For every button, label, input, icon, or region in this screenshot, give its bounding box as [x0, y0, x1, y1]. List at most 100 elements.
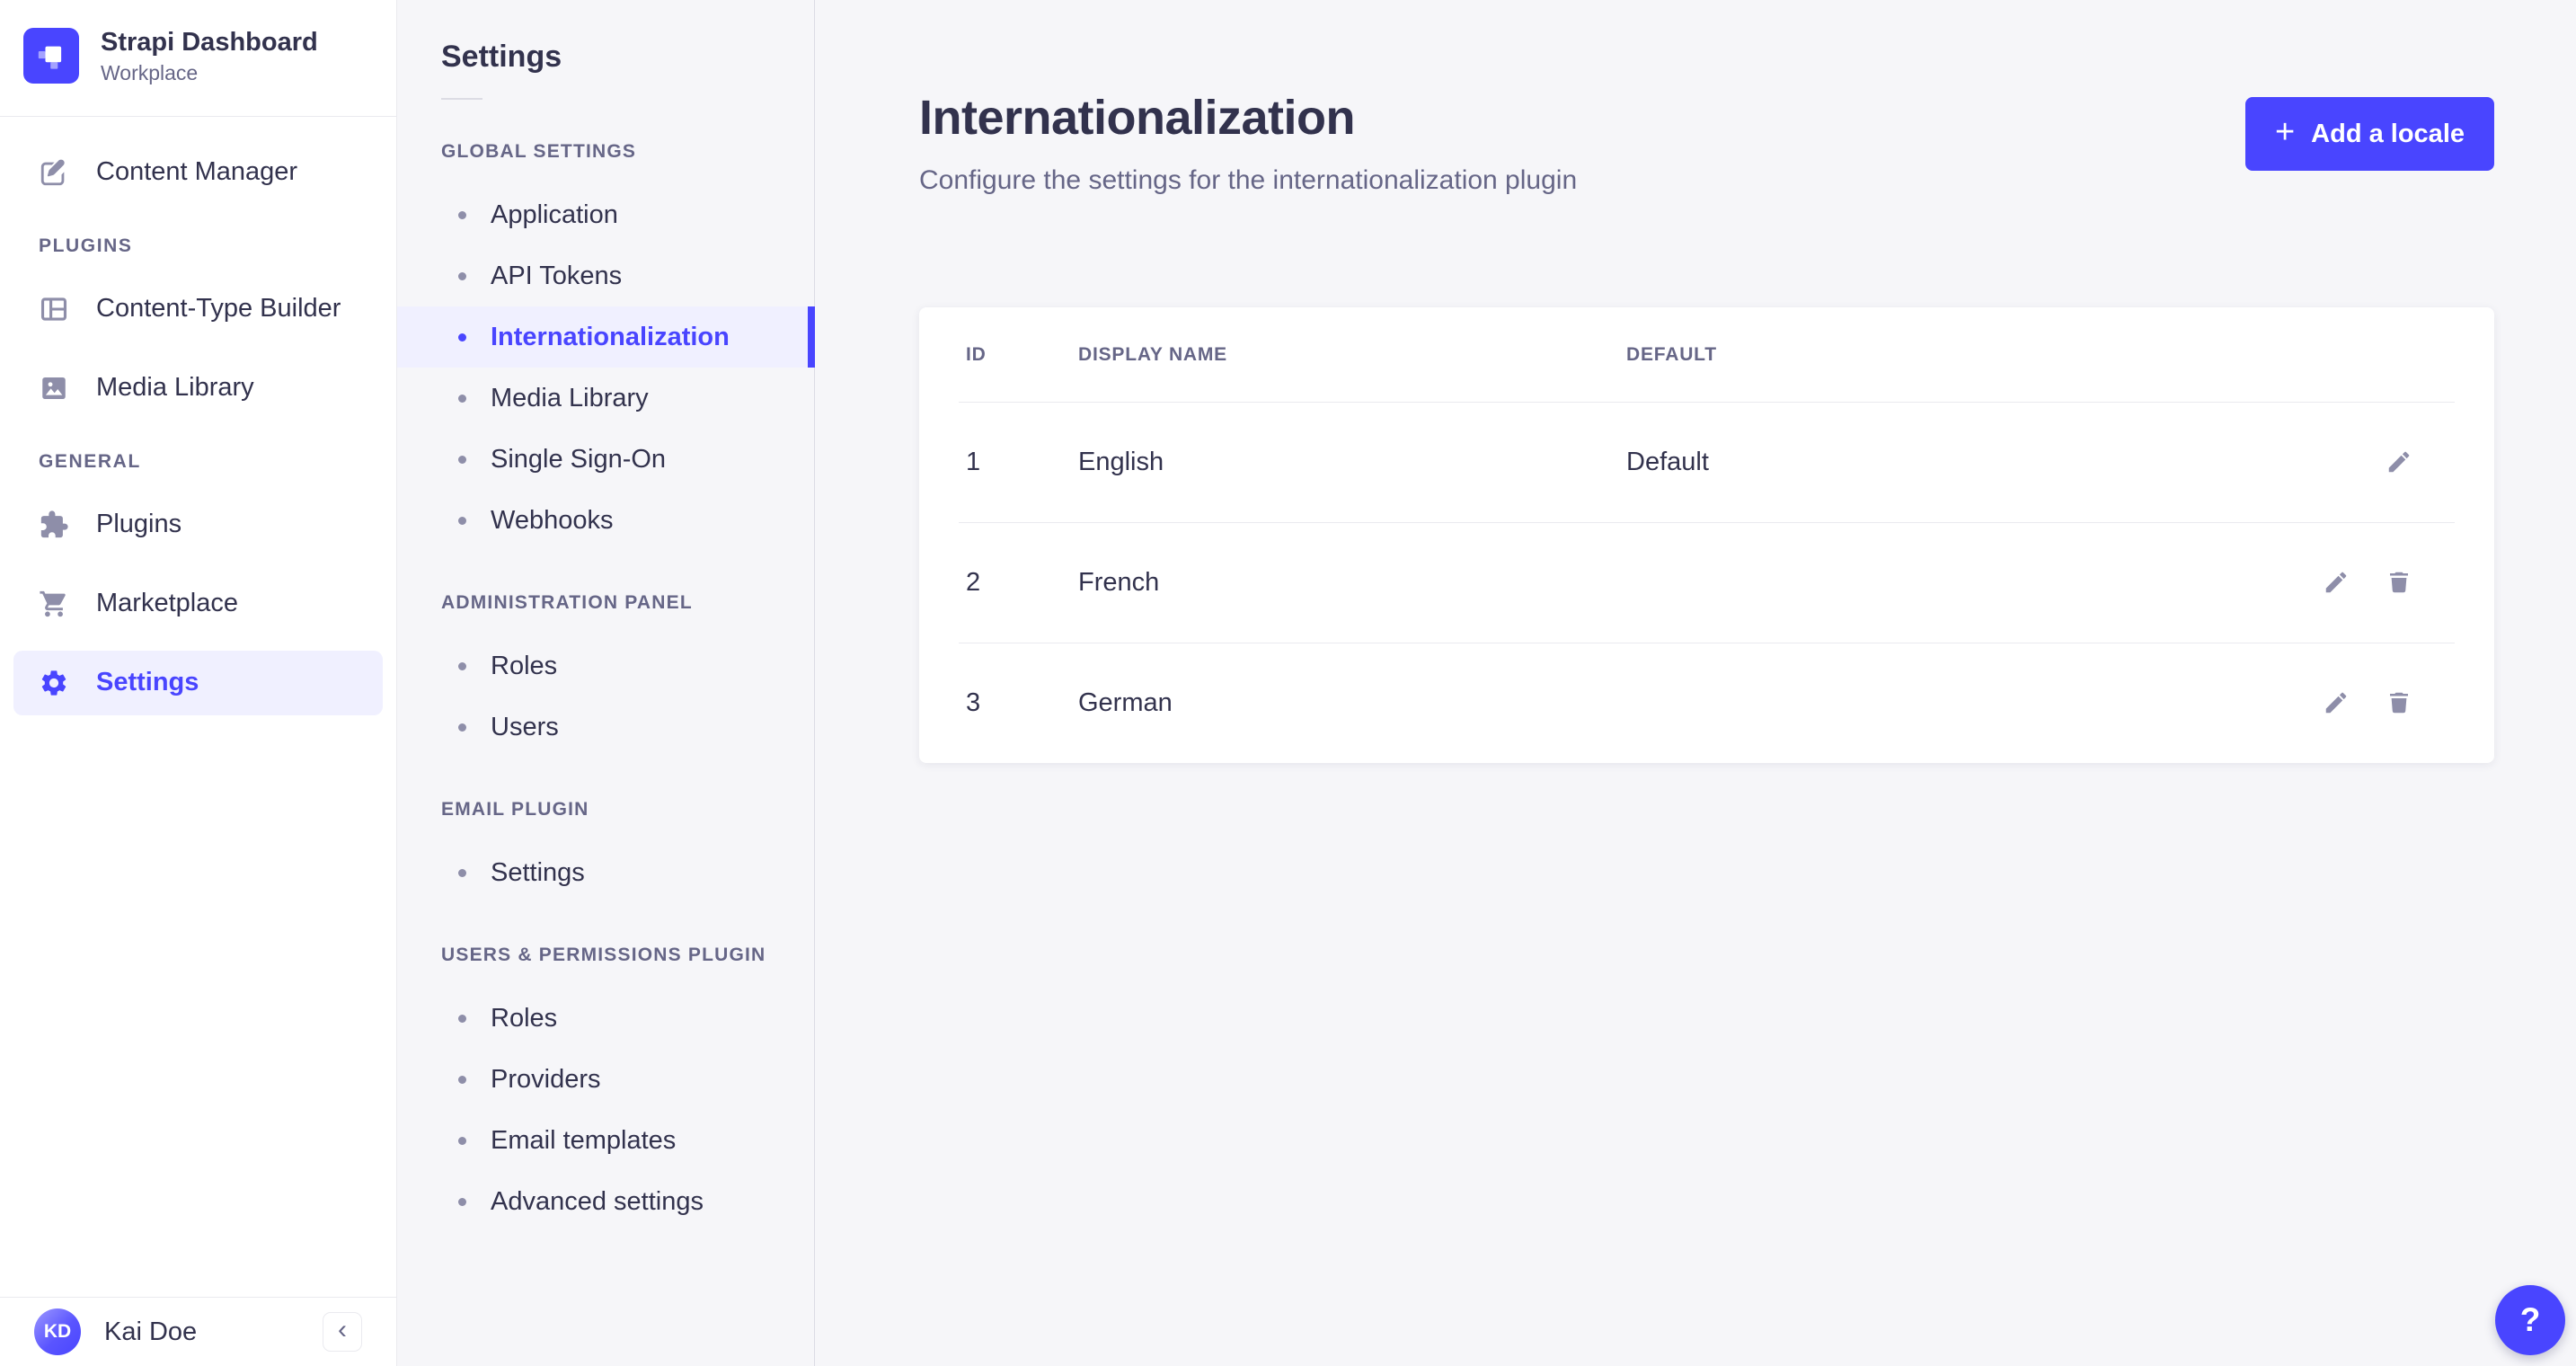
bullet-icon [458, 455, 466, 464]
subnav-item-roles-admin[interactable]: Roles [397, 635, 814, 696]
question-mark-icon: ? [2519, 1301, 2541, 1338]
sidebar-item-label: Content-Type Builder [96, 294, 341, 324]
add-locale-button[interactable]: + Add a locale [2244, 97, 2494, 171]
content-type-builder-icon [40, 297, 67, 321]
nav-section-plugins: PLUGINS [39, 235, 133, 256]
cell-display-name: French [1078, 568, 1160, 597]
main-content: Internationalization Configure the setti… [815, 0, 2576, 1366]
sidebar-item-label: Media Library [96, 373, 254, 403]
brand-text: Strapi Dashboard Workplace [101, 27, 318, 85]
workspace-brand[interactable]: Strapi Dashboard Workplace [0, 0, 396, 117]
sidebar-item-media-library[interactable]: Media Library [13, 356, 383, 421]
delete-locale-button[interactable] [2385, 569, 2413, 598]
delete-locale-button[interactable] [2385, 689, 2413, 718]
strapi-logo-glyph [38, 47, 62, 69]
subnav-item-label: Roles [491, 651, 558, 680]
subnav-item-label: Users [491, 712, 559, 741]
media-library-icon [42, 377, 66, 399]
subnav-item-label: Roles [491, 1003, 558, 1033]
bullet-icon [458, 516, 466, 525]
bullet-icon [458, 1136, 466, 1145]
subnav-item-label: Application [491, 200, 618, 229]
column-header-id: ID [966, 343, 987, 365]
main-nav-list: Content Manager PLUGINS Content-Type Bui… [0, 117, 396, 730]
plugins-icon [40, 510, 68, 537]
subnav-section-administration-panel: ADMINISTRATION PANEL [441, 592, 693, 613]
sidebar-item-content-type-builder[interactable]: Content-Type Builder [13, 277, 383, 342]
edit-locale-button[interactable] [2322, 689, 2350, 718]
pencil-icon [2325, 572, 2347, 592]
bullet-icon [458, 271, 466, 280]
bullet-icon [458, 333, 466, 342]
marketplace-icon [40, 590, 66, 616]
sidebar-item-content-manager[interactable]: Content Manager [13, 140, 383, 205]
subnav-item-label: Media Library [491, 383, 649, 412]
subnav-item-internationalization[interactable]: Internationalization [397, 306, 815, 368]
nav-section-general: GENERAL [39, 450, 141, 472]
strapi-logo-icon [23, 28, 79, 84]
sidebar-item-settings[interactable]: Settings [13, 650, 383, 715]
subnav-item-webhooks[interactable]: Webhooks [397, 490, 814, 551]
subnav-item-label: Internationalization [491, 322, 730, 351]
subnav-item-single-sign-on[interactable]: Single Sign-On [397, 429, 814, 490]
page-subtitle: Configure the settings for the internati… [919, 165, 1578, 195]
subnav-item-roles-up[interactable]: Roles [397, 988, 814, 1049]
sidebar-item-label: Marketplace [96, 589, 238, 618]
plus-icon: + [2274, 113, 2296, 151]
bullet-icon [458, 394, 466, 403]
subnav-item-label: API Tokens [491, 261, 623, 290]
subnav-section-email-plugin: EMAIL PLUGIN [441, 799, 589, 820]
avatar[interactable]: KD [34, 1308, 81, 1355]
user-name: Kai Doe [104, 1317, 198, 1346]
help-button[interactable]: ? [2495, 1285, 2565, 1355]
subnav-item-media-library[interactable]: Media Library [397, 368, 814, 429]
subnav-item-email-templates[interactable]: Email templates [397, 1110, 814, 1171]
subnav-item-label: Providers [491, 1064, 601, 1094]
subnav-item-label: Single Sign-On [491, 444, 667, 474]
trash-icon [2390, 572, 2408, 592]
column-header-display-name: DISPLAY NAME [1078, 343, 1227, 365]
sidebar-user-bar: KD Kai Doe ‹ [0, 1297, 396, 1366]
sidebar-item-plugins[interactable]: Plugins [13, 492, 383, 557]
edit-locale-button[interactable] [2322, 569, 2350, 598]
cell-display-name: English [1078, 448, 1164, 476]
subnav-item-label: Webhooks [491, 505, 614, 535]
trash-icon [2390, 692, 2408, 713]
chevron-left-icon: ‹ [338, 1315, 347, 1344]
row-actions [2385, 448, 2413, 477]
edit-locale-button[interactable] [2385, 448, 2413, 477]
row-actions [2322, 569, 2413, 598]
subnav-section-global-settings: GLOBAL SETTINGS [441, 141, 637, 162]
settings-subnav: Settings GLOBAL SETTINGS Application API… [397, 0, 815, 1366]
pencil-icon [2388, 451, 2410, 472]
cell-display-name: German [1078, 688, 1173, 717]
subnav-title: Settings [441, 40, 562, 74]
subnav-item-email-settings[interactable]: Settings [397, 842, 814, 903]
bullet-icon [458, 210, 466, 219]
collapse-sidebar-button[interactable]: ‹ [323, 1312, 362, 1352]
subnav-item-label: Email templates [491, 1125, 677, 1155]
cell-id: 3 [966, 688, 981, 717]
locales-table-card: ID DISPLAY NAME DEFAULT 1 English Defaul… [919, 307, 2494, 763]
bullet-icon [458, 1014, 466, 1023]
row-actions [2322, 689, 2413, 718]
main-sidebar: Strapi Dashboard Workplace Content Manag… [0, 0, 397, 1366]
table-row-english: 1 English Default [919, 403, 2494, 522]
bullet-icon [458, 661, 466, 670]
subnav-divider [441, 98, 482, 100]
subnav-item-label: Settings [491, 857, 585, 887]
subnav-item-users[interactable]: Users [397, 696, 814, 758]
subnav-item-application[interactable]: Application [397, 184, 814, 245]
content-manager-icon [40, 159, 65, 185]
subnav-item-advanced-settings[interactable]: Advanced settings [397, 1171, 814, 1232]
row-divider [959, 522, 2455, 523]
bullet-icon [458, 1075, 466, 1084]
sidebar-item-label: Plugins [96, 510, 182, 539]
sidebar-item-marketplace[interactable]: Marketplace [13, 572, 383, 636]
bullet-icon [458, 1197, 466, 1206]
subnav-item-providers[interactable]: Providers [397, 1049, 814, 1110]
subnav-item-api-tokens[interactable]: API Tokens [397, 245, 814, 306]
page-header-text: Internationalization Configure the setti… [919, 90, 1577, 196]
sidebar-item-label: Settings [96, 668, 199, 697]
